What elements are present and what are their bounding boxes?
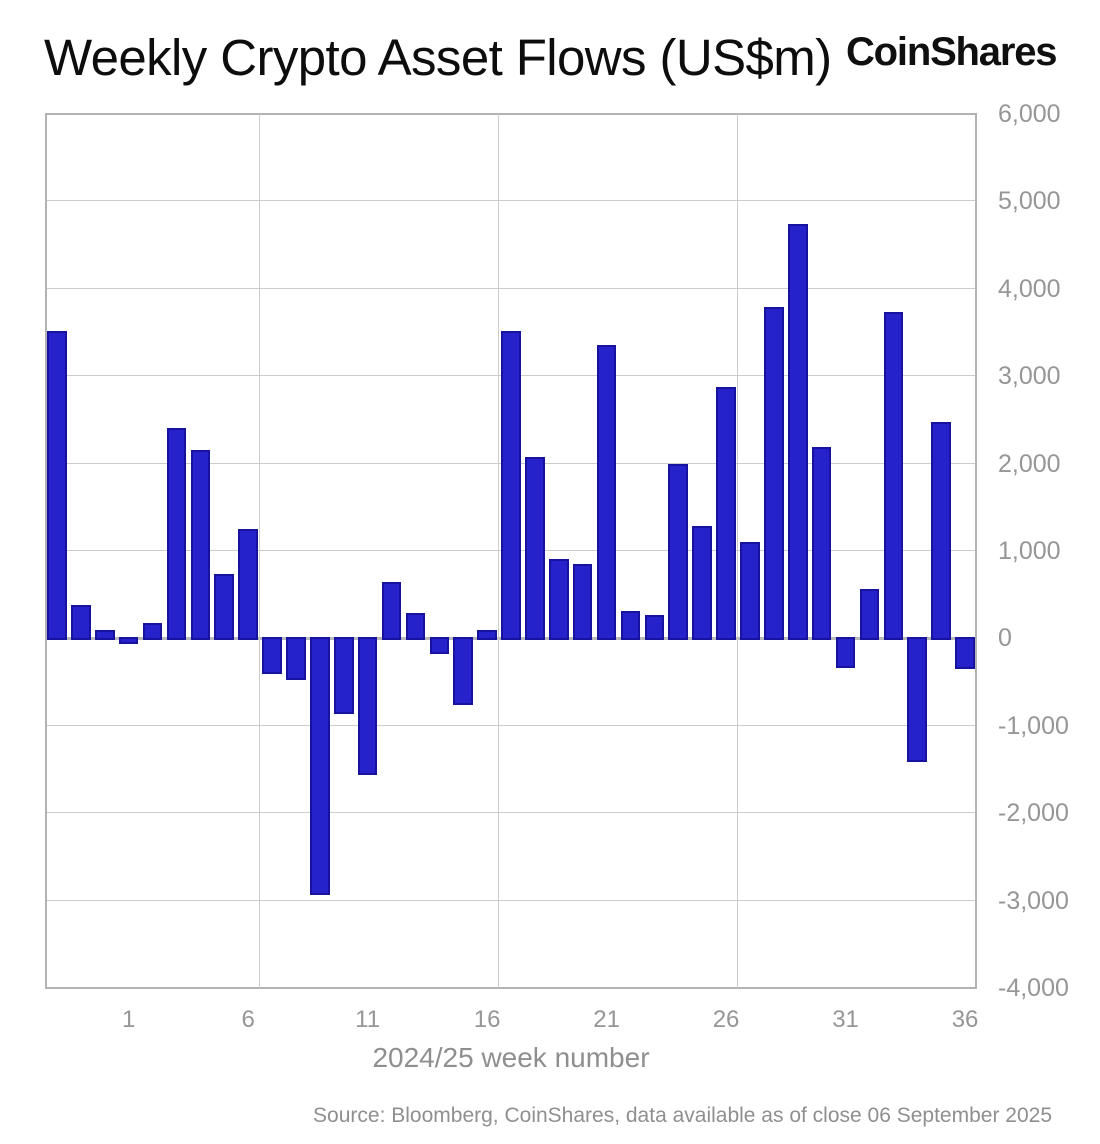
bar-week-30 bbox=[811, 446, 832, 640]
bar-week-9 bbox=[310, 636, 330, 896]
y-tick-label: 5,000 bbox=[998, 187, 1061, 216]
gridline-v bbox=[498, 114, 500, 988]
gridline-h bbox=[45, 812, 977, 814]
bar-week-28 bbox=[764, 307, 784, 640]
bar-week-12 bbox=[381, 581, 402, 640]
bar-week-5 bbox=[214, 573, 235, 640]
bar-week-3 bbox=[166, 427, 187, 640]
x-tick-label: 26 bbox=[712, 1006, 740, 1033]
bar-week-26 bbox=[716, 386, 736, 640]
bar-week-34 bbox=[907, 636, 928, 763]
bar-week-32 bbox=[859, 588, 880, 640]
bar-week-24 bbox=[668, 464, 689, 640]
x-axis-title: 2024/25 week number bbox=[372, 1042, 650, 1073]
gridline-v bbox=[737, 114, 739, 988]
plot-area bbox=[45, 113, 977, 989]
bar-week-21 bbox=[596, 344, 617, 640]
x-tick-label: 21 bbox=[593, 1006, 620, 1033]
x-tick-label: 6 bbox=[241, 1006, 255, 1033]
y-tick-label: 0 bbox=[998, 624, 1012, 653]
bar-week-16 bbox=[477, 629, 497, 640]
bar-week-17 bbox=[501, 330, 521, 640]
bar-week-11 bbox=[357, 636, 378, 775]
x-tick-label: 11 bbox=[355, 1006, 381, 1033]
y-tick-label: 4,000 bbox=[998, 274, 1061, 303]
bar-week-27 bbox=[740, 542, 760, 640]
y-tick-label: -1,000 bbox=[998, 711, 1069, 740]
y-tick-label: 1,000 bbox=[998, 537, 1061, 565]
bar-week-8 bbox=[286, 636, 306, 681]
bar-week-31 bbox=[835, 636, 856, 669]
bar-week-2 bbox=[142, 622, 163, 640]
gridline-h bbox=[45, 287, 977, 289]
bar-week-25 bbox=[692, 525, 712, 640]
bar-week-7 bbox=[262, 636, 282, 675]
gridline-h bbox=[45, 200, 977, 202]
y-tick-label: 2,000 bbox=[998, 449, 1061, 478]
gridline-h bbox=[45, 899, 977, 901]
chart-title: Weekly Crypto Asset Flows (US$m) bbox=[44, 29, 832, 86]
bar-week-33 bbox=[883, 311, 904, 640]
gridline-h bbox=[45, 724, 977, 726]
source-note: Source: Bloomberg, CoinShares, data avai… bbox=[313, 1104, 1052, 1127]
y-tick-label: -4,000 bbox=[998, 974, 1069, 1002]
bar-week--1 bbox=[71, 605, 91, 640]
bar-week-20 bbox=[572, 564, 593, 640]
bar-week-29 bbox=[787, 224, 808, 640]
plot-left-border bbox=[45, 114, 47, 988]
bar-week-18 bbox=[525, 457, 545, 640]
bar-week-15 bbox=[453, 636, 473, 705]
coinshares-logo: CoinShares bbox=[846, 30, 1057, 74]
bar-week-4 bbox=[190, 450, 211, 640]
bar-week-36 bbox=[955, 636, 975, 669]
bar-week-1 bbox=[118, 636, 139, 644]
bar-week-0 bbox=[94, 629, 115, 640]
bar-week-35 bbox=[931, 421, 951, 640]
x-tick-label: 36 bbox=[951, 1006, 979, 1033]
bar-week-22 bbox=[620, 611, 641, 640]
gridline-h bbox=[45, 987, 977, 989]
y-tick-label: 6,000 bbox=[998, 100, 1061, 128]
plot-right-border bbox=[975, 114, 977, 988]
bar-week--2 bbox=[47, 330, 67, 640]
bar-week-23 bbox=[644, 614, 665, 640]
y-tick-label: -2,000 bbox=[998, 799, 1069, 828]
y-tick-label: -3,000 bbox=[998, 886, 1069, 915]
y-tick-label: 3,000 bbox=[998, 362, 1061, 391]
bar-week-6 bbox=[238, 529, 258, 640]
bar-week-13 bbox=[405, 613, 426, 640]
x-tick-label: 31 bbox=[832, 1006, 859, 1033]
x-tick-label: 16 bbox=[473, 1006, 501, 1033]
gridline-h bbox=[45, 113, 977, 115]
x-tick-label: 1 bbox=[121, 1006, 136, 1033]
bar-week-19 bbox=[548, 558, 569, 640]
gridline-v bbox=[259, 114, 261, 988]
bar-week-14 bbox=[429, 636, 450, 655]
bar-week-10 bbox=[333, 636, 354, 715]
